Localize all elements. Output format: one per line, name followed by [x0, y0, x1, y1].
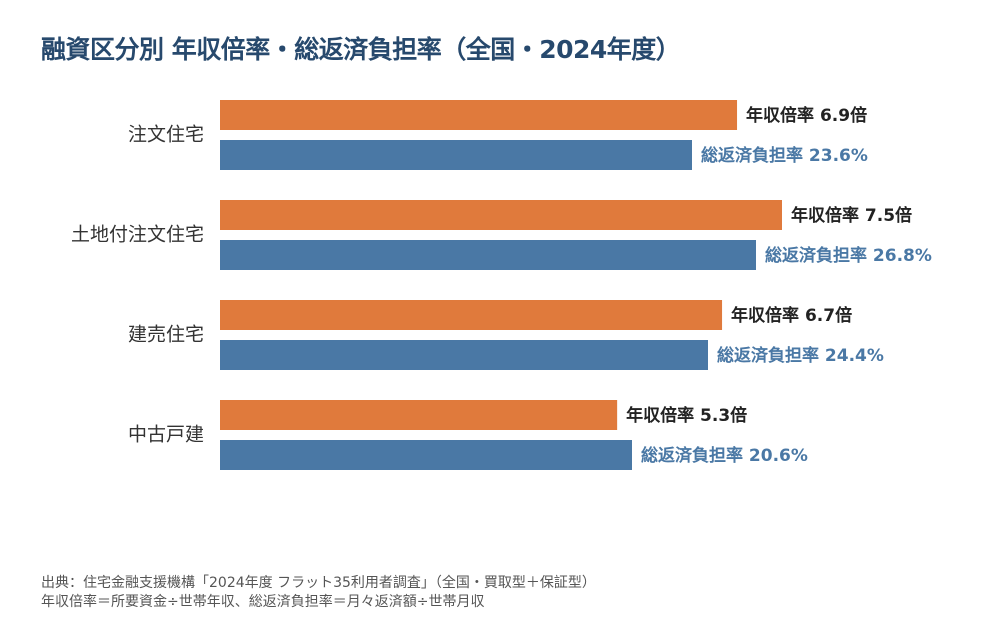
source-note: 出典：住宅金融支援機構「2024年度 フラット35利用者調査」（全国・買取型＋保… — [41, 575, 596, 591]
income-ratio-data-label: 年収倍率 6.7倍 — [731, 305, 852, 326]
income-ratio-bar — [220, 200, 782, 230]
chart-title: 融資区分別 年収倍率・総返済負担率（全国・2024年度） — [41, 35, 681, 64]
income-ratio-data-label: 年収倍率 5.3倍 — [626, 405, 747, 426]
repayment-ratio-bar — [220, 440, 632, 470]
category-label: 注文住宅 — [128, 124, 204, 146]
repayment-ratio-data-label: 総返済負担率 20.6% — [641, 445, 808, 466]
repayment-ratio-data-label: 総返済負担率 23.6% — [701, 145, 868, 166]
category-label: 建売住宅 — [128, 324, 204, 346]
repayment-ratio-bar — [220, 140, 692, 170]
chart-notes: 出典：住宅金融支援機構「2024年度 フラット35利用者調査」（全国・買取型＋保… — [41, 574, 596, 612]
repayment-ratio-data-label: 総返済負担率 24.4% — [717, 345, 884, 366]
category-label: 中古戸建 — [128, 424, 204, 446]
category-label: 土地付注文住宅 — [71, 224, 204, 246]
repayment-ratio-data-label: 総返済負担率 26.8% — [765, 245, 932, 266]
repayment-ratio-bar — [220, 340, 708, 370]
income-ratio-bar — [220, 400, 618, 430]
definition-note: 年収倍率＝所要資金÷世帯年収、総返済負担率＝月々返済額÷世帯月収 — [41, 594, 485, 610]
repayment-ratio-bar — [220, 240, 756, 270]
income-ratio-bar — [220, 300, 723, 330]
income-ratio-data-label: 年収倍率 6.9倍 — [746, 105, 867, 126]
income-ratio-data-label: 年収倍率 7.5倍 — [791, 205, 912, 226]
income-ratio-bar — [220, 100, 738, 130]
